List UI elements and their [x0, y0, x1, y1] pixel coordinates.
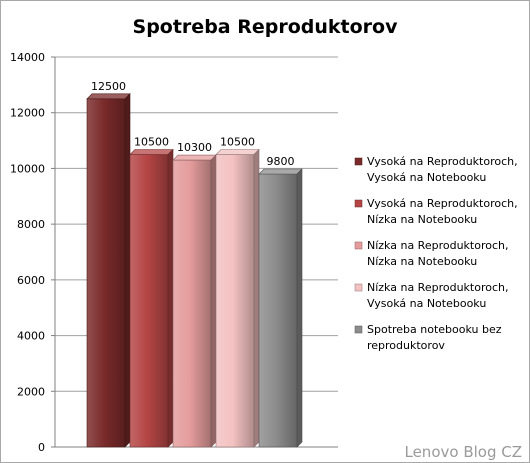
bar-1	[86, 93, 131, 448]
data-label: 10500	[134, 136, 169, 149]
legend-swatch	[354, 157, 363, 166]
bar-face	[172, 159, 212, 448]
bar-face	[215, 154, 255, 448]
legend-swatch	[354, 199, 363, 208]
data-label: 10300	[177, 141, 212, 154]
data-labels: 12500 10500 10300 10500 9800	[91, 80, 295, 168]
legend-label: Nízka na Reproduktoroch, Vysoká na Notebo…	[367, 281, 509, 310]
legend-label: Vysoká na Reproduktoroch, Vysoká na Noteb…	[367, 155, 518, 184]
y-tick-label: 4000	[17, 330, 45, 343]
legend-entry: Nízka na Reproduktoroch, Vysoká na Notebo…	[354, 281, 509, 310]
bar-face	[129, 154, 169, 448]
bar-2	[129, 148, 174, 448]
legend-label: Vysoká na Reproduktoroch, Nízka na Notebo…	[367, 197, 518, 226]
legend: Vysoká na Reproduktoroch, Vysoká na Noteb…	[354, 155, 518, 352]
bar-side	[253, 148, 260, 448]
bar-top	[215, 149, 260, 155]
bar-side	[296, 168, 303, 448]
y-tick-label: 0	[38, 441, 45, 454]
data-label: 12500	[91, 80, 126, 93]
y-tick-label: 6000	[17, 274, 45, 287]
bar-top	[86, 93, 131, 100]
data-label: 9800	[267, 155, 295, 168]
bar-side	[124, 93, 131, 448]
bar-side	[167, 148, 174, 448]
legend-entry: Vysoká na Reproduktoroch, Vysoká na Noteb…	[354, 155, 518, 184]
bar-5	[258, 168, 303, 448]
bar-top	[129, 149, 174, 155]
bar-top	[172, 154, 217, 161]
y-tick-label: 10000	[10, 162, 45, 175]
y-tick-label: 14000	[10, 51, 45, 64]
chart-title: Spotreba Reproduktorov	[133, 16, 399, 38]
y-tick-label: 2000	[17, 385, 45, 398]
bar-top	[258, 168, 303, 175]
y-tick-label: 12000	[10, 107, 45, 120]
y-tick-label: 8000	[17, 218, 45, 231]
bar-face	[86, 98, 126, 448]
legend-entry: Vysoká na Reproduktoroch, Nízka na Notebo…	[354, 197, 518, 226]
legend-label: Nízka na Reproduktoroch, Nízka na Noteboo…	[367, 239, 509, 268]
legend-swatch	[354, 241, 363, 250]
bar-face	[258, 173, 298, 448]
axes: 0 2000 4000 6000 8000 10000 12000 14000	[10, 51, 338, 454]
data-label: 10500	[220, 136, 255, 149]
legend-entry: Spotreba notebooku bez reproduktorov	[354, 323, 502, 352]
legend-label: Spotreba notebooku bez reproduktorov	[367, 323, 502, 352]
bars	[86, 93, 303, 448]
watermark: Lenovo Blog CZ	[404, 443, 522, 461]
legend-entry: Nízka na Reproduktoroch, Nízka na Noteboo…	[354, 239, 509, 268]
bar-4	[215, 148, 260, 448]
legend-swatch	[354, 325, 363, 334]
bar-3	[172, 154, 217, 448]
legend-swatch	[354, 283, 363, 292]
bar-side	[210, 154, 217, 448]
